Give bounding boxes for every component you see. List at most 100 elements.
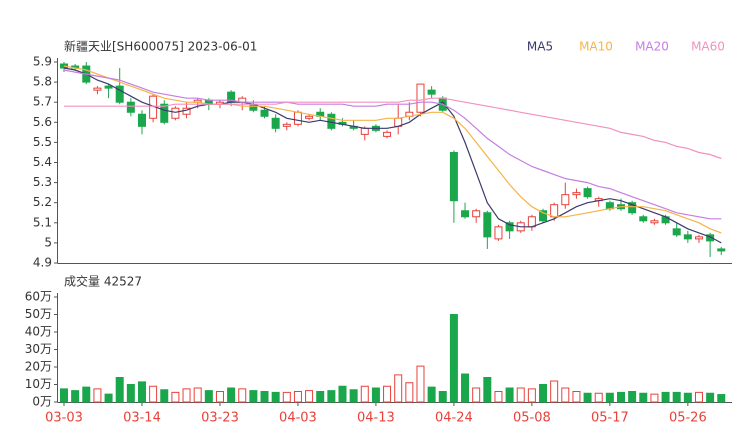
y-tick-label: 5.3 — [33, 175, 52, 189]
volume-bar — [305, 390, 314, 403]
candle-body — [427, 89, 436, 95]
volume-bar — [583, 392, 592, 403]
volume-bar — [271, 391, 280, 403]
candle-body — [472, 210, 481, 218]
legend-label: MA20 — [635, 40, 669, 54]
ma-line — [63, 67, 722, 244]
volume-bar — [327, 390, 336, 403]
volume-bar — [126, 384, 135, 403]
x-tick-label: 04-03 — [279, 411, 317, 426]
y-tick-label: 50万 — [25, 307, 52, 321]
candle-body — [416, 83, 425, 113]
volume-bar — [316, 391, 325, 403]
volume-bar — [360, 385, 369, 403]
volume-bar — [394, 374, 403, 403]
volume-bar — [438, 391, 447, 403]
candle-body — [282, 123, 291, 127]
candle-body — [628, 202, 637, 214]
y-tick-label: 60万 — [25, 290, 52, 304]
candle-body — [449, 151, 458, 202]
candle-body — [126, 101, 135, 113]
x-tick-label: 03-14 — [123, 411, 161, 426]
y-tick-label: 10万 — [25, 377, 52, 391]
candle-body — [93, 87, 102, 91]
candle-body — [550, 204, 559, 218]
candle-body — [583, 188, 592, 198]
volume-bar — [104, 393, 113, 403]
volume-bar — [282, 391, 291, 403]
volume-bar — [416, 365, 425, 403]
y-tick-label: 5.9 — [33, 55, 52, 69]
volume-bar — [628, 391, 637, 403]
volume-bar — [204, 390, 213, 403]
legend-label: MA10 — [579, 40, 613, 54]
volume-bar — [472, 387, 481, 403]
volume-bar — [427, 386, 436, 403]
volume-bar — [93, 388, 102, 403]
x-tick-label: 03-03 — [45, 411, 83, 426]
y-tick-label: 20万 — [25, 360, 52, 374]
volume-bar — [60, 388, 68, 403]
y-tick-label: 5.8 — [33, 75, 52, 89]
y-tick-label: 5.7 — [33, 95, 52, 109]
candle-body — [505, 222, 514, 232]
volume-bar — [461, 373, 470, 403]
y-tick-label: 5.2 — [33, 195, 52, 209]
candle-body — [561, 194, 570, 206]
x-tick-label: 05-08 — [513, 411, 551, 426]
candle-body — [483, 212, 492, 238]
x-tick-label: 05-26 — [669, 411, 707, 426]
candle-body — [694, 236, 703, 240]
candle-body — [271, 117, 280, 129]
y-tick-label: 0万 — [32, 395, 52, 409]
volume-bar — [505, 387, 514, 403]
volume-bar — [227, 387, 236, 403]
y-tick-label: 5.6 — [33, 115, 52, 129]
volume-bar — [215, 391, 224, 403]
volume-bar — [717, 394, 726, 403]
y-tick-label: 40万 — [25, 325, 52, 339]
y-tick-label: 4.9 — [33, 256, 52, 270]
y-tick-label: 30万 — [25, 342, 52, 356]
candle-body — [650, 220, 659, 224]
x-tick-label: 04-24 — [435, 411, 473, 426]
y-tick-label: 5.4 — [33, 155, 52, 169]
candle-body — [137, 113, 146, 127]
volume-bar — [650, 393, 659, 403]
volume-bar — [193, 387, 202, 403]
volume-bar — [694, 391, 703, 403]
legend-label: MA60 — [691, 40, 725, 54]
candle-body — [160, 103, 169, 123]
volume-bar — [561, 387, 570, 403]
candle-body — [539, 210, 548, 222]
volume-bar — [293, 391, 302, 403]
candle-body — [360, 127, 369, 135]
volume-bar — [639, 392, 648, 403]
volume-bar — [338, 385, 347, 403]
candle-body — [672, 228, 681, 236]
x-tick-label: 03-23 — [201, 411, 239, 426]
candle-body — [260, 109, 269, 117]
volume-bar — [349, 389, 358, 403]
x-tick-label: 05-17 — [591, 411, 629, 426]
candle-body — [171, 107, 180, 119]
volume-bar — [449, 314, 458, 403]
ma-line — [64, 97, 722, 160]
volume-bar — [661, 391, 670, 403]
volume-bar — [71, 390, 80, 403]
volume-bar — [527, 388, 536, 403]
volume-bar — [594, 392, 603, 403]
candle-body — [104, 85, 113, 89]
volume-bar — [706, 392, 715, 403]
volume-bar — [171, 391, 180, 403]
ma-line — [63, 69, 722, 220]
y-tick-label: 5.5 — [33, 135, 52, 149]
legend-label: MA5 — [527, 40, 553, 54]
candle-body — [305, 115, 314, 119]
volume-bar — [550, 380, 559, 403]
volume-bar — [115, 377, 124, 403]
volume-bar — [405, 382, 414, 403]
volume-bar — [137, 381, 146, 403]
volume-bar — [238, 388, 247, 403]
volume-bar — [516, 387, 525, 403]
